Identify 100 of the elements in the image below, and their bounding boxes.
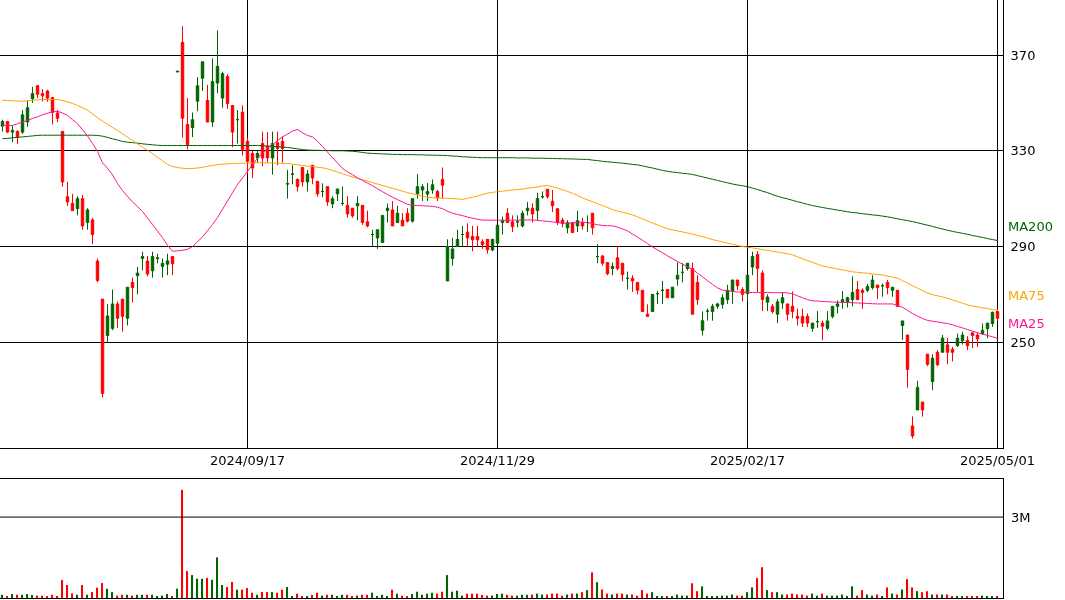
bar <box>261 592 264 598</box>
bar <box>776 592 779 598</box>
candlestick <box>240 104 245 157</box>
bar <box>241 589 244 598</box>
candlestick <box>160 257 165 279</box>
candlestick <box>535 192 540 221</box>
bar <box>886 587 889 598</box>
candlestick <box>885 279 890 295</box>
candlestick <box>805 313 810 328</box>
candlestick <box>615 246 620 271</box>
candlestick <box>185 97 190 150</box>
candlestick <box>35 85 40 99</box>
bar <box>701 586 704 598</box>
candlestick <box>485 238 490 255</box>
candlestick <box>90 217 95 245</box>
candlestick <box>85 207 90 231</box>
bar <box>276 592 279 598</box>
candlestick <box>320 182 325 198</box>
bar <box>186 571 189 598</box>
bar <box>766 590 769 598</box>
bar <box>746 592 749 598</box>
candlestick <box>470 225 475 252</box>
candlestick <box>810 322 815 333</box>
x-tick-label: 2025/05/01 <box>960 452 1035 468</box>
candlestick <box>575 210 580 233</box>
candlestick <box>150 251 155 279</box>
bar <box>391 589 394 598</box>
candlestick <box>40 88 45 102</box>
candlestick <box>305 169 310 192</box>
candlestick <box>440 167 445 200</box>
candlestick <box>70 193 75 212</box>
candlestick <box>700 311 705 337</box>
candlestick <box>985 322 990 339</box>
candlestick <box>870 274 875 291</box>
candlestick <box>655 290 660 305</box>
candlestick <box>300 167 305 188</box>
candlestick <box>325 186 330 207</box>
y-tick-label: 330 <box>1010 143 1036 159</box>
candlestick <box>180 25 185 139</box>
candlestick <box>955 333 960 348</box>
candlestick <box>425 182 430 202</box>
candlestick <box>760 269 765 312</box>
candlestick <box>135 266 140 295</box>
candlestick <box>190 111 195 138</box>
candlestick <box>295 177 300 192</box>
candlestick <box>65 181 70 207</box>
candlestick <box>45 89 50 103</box>
bar <box>926 591 929 598</box>
bar <box>226 586 229 598</box>
bar <box>311 594 314 598</box>
candlestick <box>825 310 830 331</box>
candlestick <box>340 186 345 207</box>
candlestick <box>220 71 225 109</box>
bar <box>26 594 29 598</box>
bar <box>191 575 194 598</box>
x-tick-label: 2024/11/29 <box>460 452 535 468</box>
bar <box>166 594 169 598</box>
series-label: MA75 <box>1008 288 1045 303</box>
bar <box>761 567 764 598</box>
candlestick <box>345 195 350 219</box>
bar <box>176 588 179 598</box>
candlestick <box>705 308 710 322</box>
candlestick <box>55 109 60 123</box>
candlestick <box>420 183 425 202</box>
bar <box>66 585 69 598</box>
candlestick <box>995 308 1000 322</box>
candlestick <box>620 262 625 282</box>
bar <box>451 591 454 598</box>
candlestick <box>155 253 160 264</box>
candlestick <box>110 289 115 331</box>
y-tick-label: 250 <box>1010 334 1036 350</box>
bar <box>456 590 459 598</box>
candlestick <box>765 293 770 312</box>
candlestick <box>630 274 635 293</box>
y-tick-label: 370 <box>1010 47 1036 63</box>
candlestick <box>195 76 200 112</box>
candlestick <box>875 284 880 300</box>
line-series <box>2 99 998 311</box>
candlestick <box>770 303 775 314</box>
candlestick <box>920 401 925 418</box>
y-tick-label: 290 <box>1010 239 1036 255</box>
candlestick <box>140 251 145 271</box>
bar <box>581 592 584 598</box>
candlestick <box>625 271 630 291</box>
candlestick <box>365 210 370 228</box>
series-label: MA25 <box>1008 316 1045 331</box>
candlestick <box>210 57 215 128</box>
ref-line-label: 3M <box>1011 510 1031 525</box>
candlestick <box>290 164 295 185</box>
candlestick <box>910 415 915 440</box>
candlestick <box>815 310 820 329</box>
candlestick <box>515 214 520 228</box>
bar <box>111 592 114 598</box>
bar <box>181 489 184 598</box>
bar <box>96 587 99 598</box>
bar <box>901 589 904 598</box>
candlestick <box>850 275 855 307</box>
candlestick <box>430 178 435 195</box>
candlestick <box>415 173 420 200</box>
bar <box>771 592 774 598</box>
